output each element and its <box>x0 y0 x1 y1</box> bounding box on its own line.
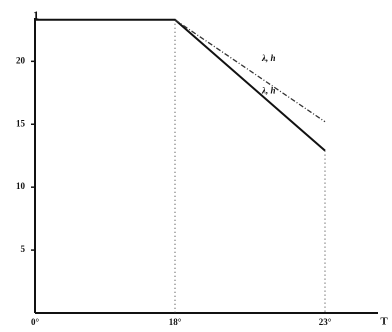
x-tick-label: 18° <box>169 317 182 327</box>
y-tick-label: 5 <box>21 244 26 254</box>
x-axis-label: T <box>380 316 388 328</box>
y-axis-label: 1 <box>33 8 39 22</box>
y-tick-label: 10 <box>16 181 26 191</box>
series-label: λ, h <box>261 85 276 95</box>
y-tick-label: 15 <box>16 118 26 128</box>
series-line <box>35 18 326 152</box>
x-tick-label: 0° <box>31 317 40 327</box>
series-line <box>174 19 326 123</box>
x-tick-label: 23° <box>319 317 332 327</box>
y-tick-label: 20 <box>16 55 26 65</box>
series-label: λ, h <box>261 53 276 63</box>
